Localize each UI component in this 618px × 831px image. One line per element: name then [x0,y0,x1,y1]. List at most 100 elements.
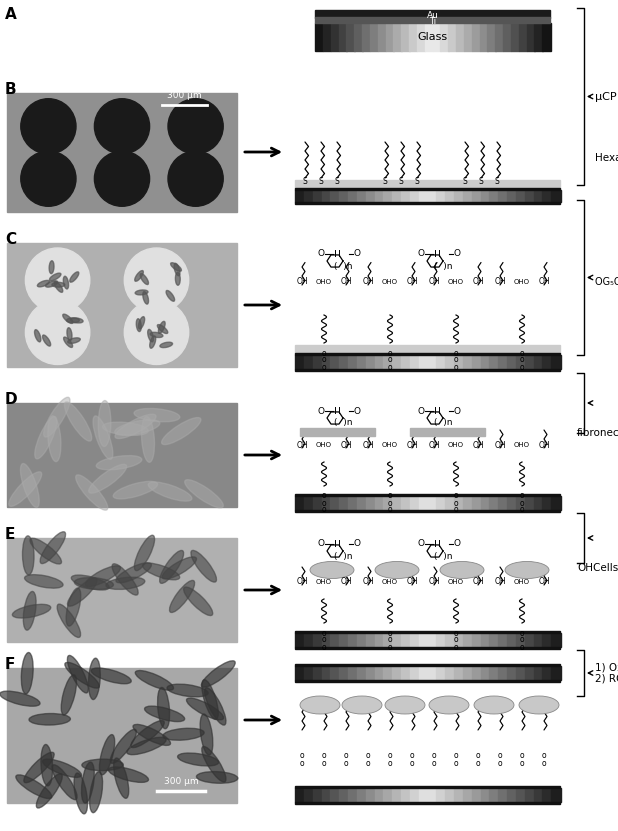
Bar [295,664,560,666]
Ellipse shape [135,671,174,691]
Text: o: o [387,636,392,645]
Bar [401,666,410,680]
Text: OH: OH [406,440,418,450]
Bar [481,666,490,680]
Text: μCP: μCP [595,91,617,101]
Text: o: o [387,750,392,760]
Bar [375,666,384,680]
Bar [472,633,481,647]
Text: OHO: OHO [448,279,464,285]
Bar [383,190,392,202]
Text: O: O [418,406,425,416]
Bar [295,202,560,204]
Ellipse shape [167,684,208,697]
Text: o: o [476,750,480,760]
Ellipse shape [85,566,121,587]
Ellipse shape [519,696,559,714]
Ellipse shape [177,753,219,766]
Bar [525,666,534,680]
Text: O: O [353,539,360,548]
Text: O: O [318,249,325,258]
Text: o: o [366,759,370,768]
Text: A: A [5,7,17,22]
Text: o: o [454,362,459,371]
Ellipse shape [202,746,226,782]
Bar [463,190,472,202]
Bar [503,23,511,51]
Ellipse shape [68,338,80,343]
Text: o: o [454,499,459,508]
Bar [525,190,534,202]
Text: S: S [494,178,499,186]
Ellipse shape [174,263,180,276]
Bar [448,23,457,51]
Text: OH: OH [296,440,308,450]
Circle shape [168,151,223,206]
Ellipse shape [21,652,33,694]
Text: OHO: OHO [448,579,464,585]
Bar [418,190,428,202]
Ellipse shape [67,327,72,341]
Text: o: o [366,750,370,760]
Ellipse shape [429,696,469,714]
Text: o: o [322,750,326,760]
Ellipse shape [22,536,34,575]
Text: o: o [387,628,392,637]
Bar [383,666,392,680]
Text: OH: OH [362,578,374,587]
Bar [481,496,490,510]
Text: Au: Au [426,11,438,19]
Bar [295,369,560,371]
Text: F: F [5,657,15,672]
Ellipse shape [67,656,88,693]
Text: OHO: OHO [514,279,530,285]
Ellipse shape [44,397,70,437]
Text: OH: OH [340,440,352,450]
Ellipse shape [46,281,57,288]
Bar [525,633,534,647]
Text: o: o [322,759,326,768]
Bar [507,633,516,647]
Bar [313,496,322,510]
Ellipse shape [160,342,172,347]
Bar [525,496,534,510]
Text: S: S [334,178,339,186]
Bar [454,496,464,510]
Ellipse shape [133,725,171,745]
Ellipse shape [140,273,148,284]
Bar [516,788,525,802]
Ellipse shape [57,604,80,637]
Bar [516,190,525,202]
Text: o: o [520,628,524,637]
Bar [383,788,392,802]
Text: OHO: OHO [316,579,332,585]
Bar [507,355,516,369]
Ellipse shape [37,280,49,287]
Text: o: o [520,499,524,508]
Bar [519,23,527,51]
Bar [495,23,504,51]
Text: o: o [454,505,459,514]
Ellipse shape [70,318,83,323]
Text: OH: OH [362,440,374,450]
Ellipse shape [148,482,192,501]
Ellipse shape [61,675,77,715]
Bar [543,666,552,680]
Text: Glass: Glass [417,32,447,42]
Bar [295,494,560,496]
Ellipse shape [474,696,514,714]
Bar [516,496,525,510]
Bar [472,788,481,802]
Text: 300 μm: 300 μm [164,777,198,786]
Bar [454,633,464,647]
Ellipse shape [43,335,51,346]
Text: OH: OH [406,578,418,587]
Ellipse shape [159,550,184,583]
Ellipse shape [202,680,218,720]
Text: o: o [322,356,326,365]
Ellipse shape [115,414,156,439]
Text: o: o [387,348,392,357]
Bar [425,23,433,51]
Text: OHO: OHO [316,442,332,448]
Text: S: S [399,178,404,186]
